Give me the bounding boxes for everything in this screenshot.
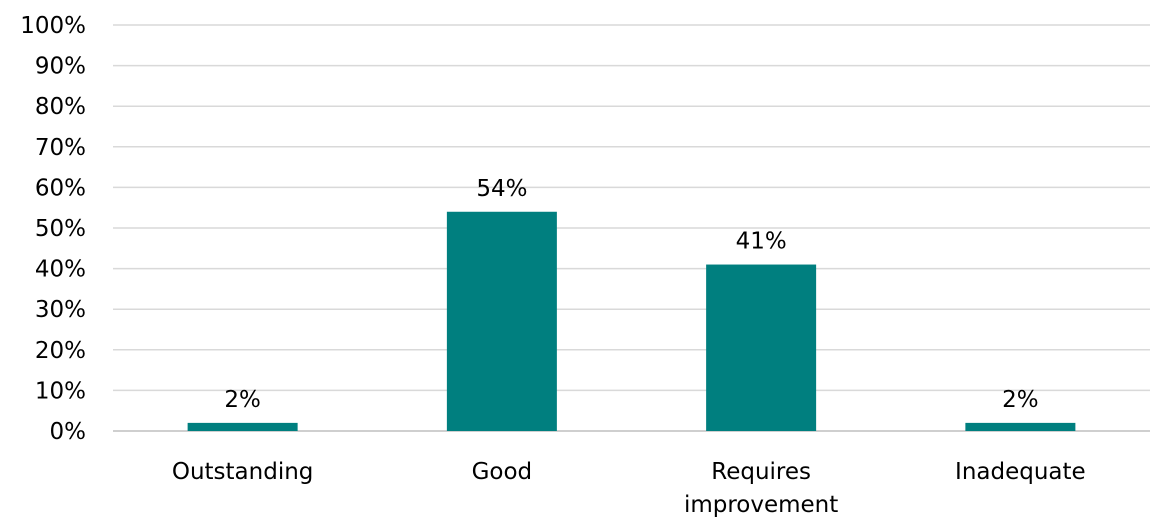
y-tick-label: 50% <box>35 216 86 242</box>
y-tick-label: 60% <box>35 175 86 201</box>
y-tick-label: 90% <box>35 54 86 80</box>
y-tick-label: 20% <box>35 338 86 364</box>
x-tick-label: improvement <box>684 492 838 518</box>
data-label: 2% <box>1002 387 1039 413</box>
gridlines <box>113 24 1150 432</box>
bar <box>187 422 298 431</box>
y-tick-label: 40% <box>35 257 86 283</box>
x-tick-label: Inadequate <box>955 459 1086 485</box>
x-tick-label: Outstanding <box>172 459 314 485</box>
bar <box>446 211 557 431</box>
data-label: 41% <box>736 229 787 255</box>
data-label: 2% <box>224 387 261 413</box>
x-tick-label: Good <box>472 459 533 485</box>
x-tick-label: Requires <box>711 459 811 485</box>
y-tick-label: 100% <box>20 13 86 39</box>
bar <box>965 422 1076 431</box>
y-tick-label: 10% <box>35 378 86 404</box>
bars <box>187 211 1076 431</box>
data-label: 54% <box>476 176 527 202</box>
x-axis: Outstanding Good Requires improvement Inadeq… <box>172 459 1086 518</box>
bar <box>706 264 817 431</box>
y-tick-label: 80% <box>35 94 86 120</box>
y-tick-label: 30% <box>35 297 86 323</box>
data-labels: 2% 54% 41% 2% <box>224 176 1038 413</box>
y-tick-label: 70% <box>35 135 86 161</box>
y-tick-label: 0% <box>50 419 87 445</box>
y-axis: 0% 10% 20% 30% 40% 50% 60% 70% 80% 90% 100% <box>20 13 86 445</box>
